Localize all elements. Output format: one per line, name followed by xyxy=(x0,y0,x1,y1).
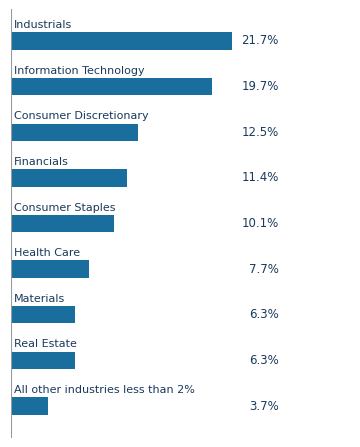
Text: 6.3%: 6.3% xyxy=(249,354,279,367)
Text: Industrials: Industrials xyxy=(14,20,72,30)
Text: Financials: Financials xyxy=(14,157,69,167)
Bar xyxy=(11,352,75,369)
Text: 21.7%: 21.7% xyxy=(242,34,279,47)
Text: 7.7%: 7.7% xyxy=(249,263,279,276)
Bar xyxy=(11,397,49,415)
Bar xyxy=(11,78,212,95)
Bar xyxy=(11,169,127,186)
Bar xyxy=(11,123,138,141)
Text: Materials: Materials xyxy=(14,294,65,304)
Bar xyxy=(11,32,232,50)
Text: Consumer Staples: Consumer Staples xyxy=(14,202,115,212)
Text: Health Care: Health Care xyxy=(14,248,80,258)
Text: 10.1%: 10.1% xyxy=(242,217,279,230)
Text: 6.3%: 6.3% xyxy=(249,308,279,321)
Bar xyxy=(11,215,114,232)
Text: 19.7%: 19.7% xyxy=(242,80,279,93)
Text: 12.5%: 12.5% xyxy=(242,126,279,139)
Text: Consumer Discretionary: Consumer Discretionary xyxy=(14,111,148,121)
Text: Information Technology: Information Technology xyxy=(14,66,144,76)
Text: Real Estate: Real Estate xyxy=(14,340,77,350)
Text: All other industries less than 2%: All other industries less than 2% xyxy=(14,385,195,395)
Text: 3.7%: 3.7% xyxy=(249,400,279,413)
Text: 11.4%: 11.4% xyxy=(242,171,279,184)
Bar xyxy=(11,261,89,278)
Bar xyxy=(11,306,75,324)
